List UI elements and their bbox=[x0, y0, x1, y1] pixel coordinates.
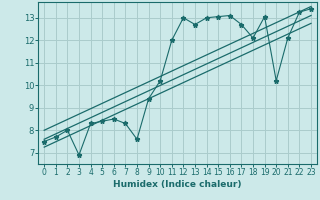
X-axis label: Humidex (Indice chaleur): Humidex (Indice chaleur) bbox=[113, 180, 242, 189]
